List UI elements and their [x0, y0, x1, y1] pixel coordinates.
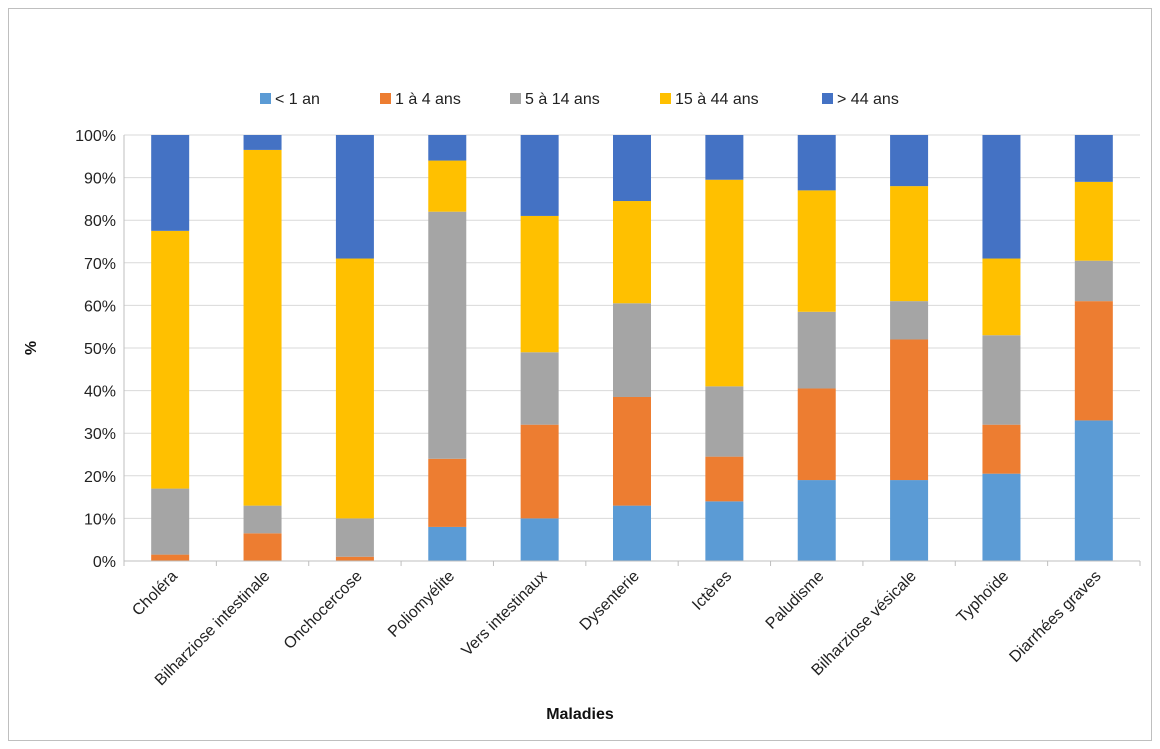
bar-segment — [705, 501, 744, 561]
legend-swatch — [822, 93, 833, 104]
legend: < 1 an 1 à 4 ans 5 à 14 ans 15 à 44 ans > 44… — [260, 91, 899, 108]
legend-item: 5 à 14 ans — [510, 91, 600, 108]
bar-segment — [613, 201, 651, 304]
bar-segment — [428, 458, 467, 527]
x-tick-label: Paludisme — [763, 568, 828, 633]
x-tick-label: Dysenterie — [577, 568, 643, 634]
legend-item: 15 à 44 ans — [660, 91, 759, 108]
bar-segment — [797, 388, 836, 481]
legend-item: 1 à 4 ans — [380, 91, 461, 108]
y-tick-label: 40% — [84, 384, 116, 401]
legend-item: > 44 ans — [822, 91, 899, 108]
legend-label: 15 à 44 ans — [675, 91, 759, 108]
bar-segment — [705, 456, 744, 502]
bar-segment — [335, 258, 374, 519]
bar-segment — [151, 554, 190, 561]
axes — [123, 135, 1141, 566]
bar-segment — [1074, 181, 1113, 261]
bar-segment — [890, 301, 929, 340]
y-tick-label: 20% — [84, 469, 116, 486]
bar-segment — [520, 424, 559, 519]
y-tick-label: 50% — [84, 341, 116, 358]
x-tick-label: Vers intestinaux — [459, 568, 551, 660]
x-tick-label: Poliomyélite — [385, 568, 458, 641]
bar-segment — [520, 135, 559, 216]
y-tick-label: 30% — [84, 426, 116, 443]
bar-segment — [151, 488, 190, 555]
x-tick-label: Bilharziose vésicale — [809, 568, 920, 679]
bar-segment — [1074, 301, 1113, 421]
x-tick-label: Typhoïde — [954, 568, 1013, 627]
x-axis-title: Maladies — [546, 706, 614, 723]
legend-label: < 1 an — [275, 91, 320, 108]
bar-segment — [243, 149, 282, 506]
bar-segment — [982, 335, 1021, 425]
bars — [151, 135, 1113, 561]
bar-segment — [705, 386, 744, 457]
bar-segment — [705, 135, 744, 180]
bar-segment — [982, 135, 1021, 259]
bar-segment — [613, 303, 651, 397]
bar-segment — [428, 526, 467, 561]
bar-segment — [797, 311, 836, 389]
bar-segment — [982, 473, 1021, 561]
bar-segment — [243, 505, 282, 534]
legend-swatch — [380, 93, 391, 104]
chart-frame — [8, 8, 1152, 741]
bar-segment — [797, 190, 836, 312]
bar-segment — [520, 215, 559, 353]
bar-segment — [335, 556, 374, 561]
legend-swatch — [660, 93, 671, 104]
legend-label: 1 à 4 ans — [395, 91, 461, 108]
y-tick-label: 0% — [93, 554, 116, 571]
x-tick-label: Onchocercose — [281, 568, 366, 653]
bar-segment — [243, 135, 282, 150]
bar-segment — [428, 135, 467, 161]
bar-segment — [335, 135, 374, 259]
bar-segment — [613, 135, 651, 202]
bar-segment — [520, 352, 559, 425]
bar-segment — [613, 396, 651, 506]
y-tick-label: 10% — [84, 511, 116, 528]
y-tick-labels: 0% 10% 20% 30% 40% 50% 60% 70% 80% 90% 100% — [75, 128, 116, 571]
x-tick-label: Ictères — [689, 568, 735, 614]
bar-segment — [428, 160, 467, 212]
bar-segment — [243, 533, 282, 561]
y-tick-label: 60% — [84, 298, 116, 315]
x-tick-label: Choléra — [129, 568, 181, 620]
bar-segment — [335, 518, 374, 557]
bar-segment — [890, 480, 929, 561]
legend-label: 5 à 14 ans — [525, 91, 600, 108]
legend-swatch — [510, 93, 521, 104]
bar-segment — [151, 135, 190, 231]
y-tick-label: 100% — [75, 128, 116, 145]
legend-item: < 1 an — [260, 91, 320, 108]
y-tick-label: 90% — [84, 171, 116, 188]
bar-segment — [705, 179, 744, 387]
bar-segment — [1074, 260, 1113, 302]
legend-swatch — [260, 93, 271, 104]
bar-segment — [797, 135, 836, 191]
bar-segment — [613, 505, 651, 561]
bar-segment — [1074, 420, 1113, 561]
y-tick-label: 80% — [84, 213, 116, 230]
bar-segment — [797, 480, 836, 561]
bar-segment — [151, 230, 190, 489]
bar-segment — [520, 518, 559, 561]
bar-segment — [428, 211, 467, 459]
bar-segment — [1074, 135, 1113, 182]
bar-segment — [982, 424, 1021, 474]
x-tick-label: Diarrhées graves — [1006, 568, 1104, 666]
bar-segment — [982, 258, 1021, 336]
y-tick-label: 70% — [84, 256, 116, 273]
legend-label: > 44 ans — [837, 91, 899, 108]
bar-segment — [890, 339, 929, 481]
bar-segment — [890, 135, 929, 187]
bar-segment — [890, 186, 929, 302]
y-axis-title: % — [23, 341, 40, 355]
